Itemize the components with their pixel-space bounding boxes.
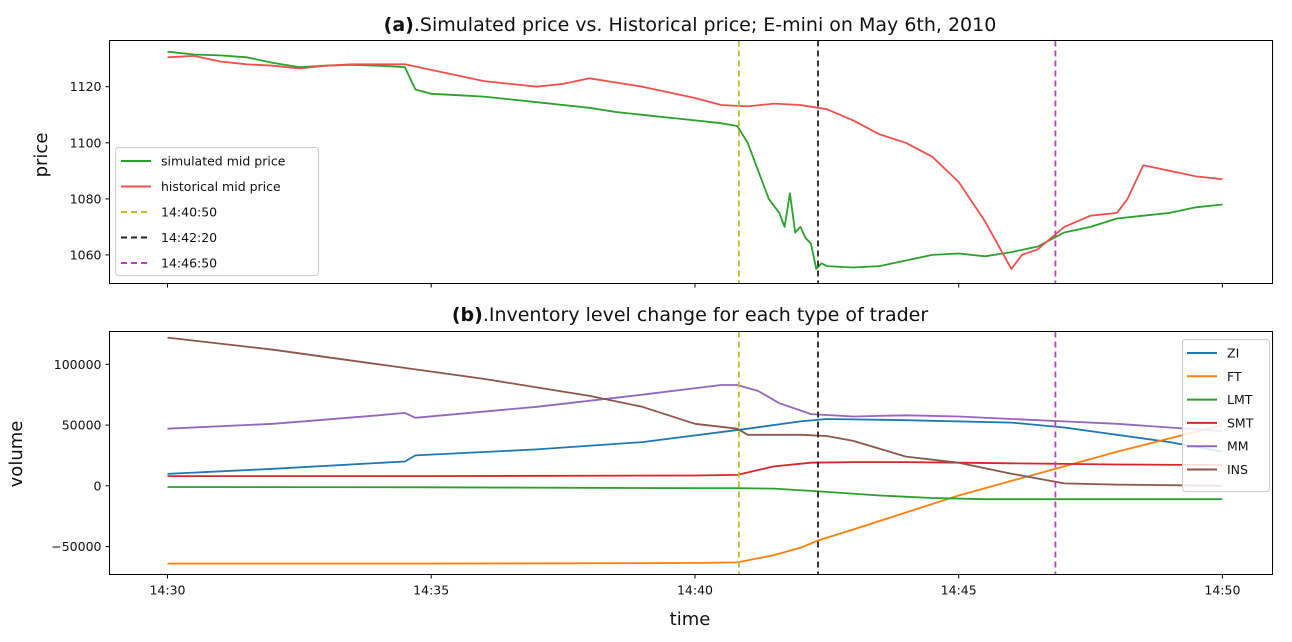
x-tick-label: 14:50 bbox=[1204, 583, 1240, 598]
panel-a-legend-label: 14:42:20 bbox=[161, 230, 217, 245]
panel-a-series-simulated-mid-price bbox=[167, 50, 1223, 270]
panel-b-legend-label: LMT bbox=[1227, 392, 1253, 407]
panel-a-legend-label: 14:40:50 bbox=[161, 205, 217, 220]
panel-a-ytick-label: 1060 bbox=[70, 247, 102, 262]
panel-b-title-prefix: (b) bbox=[452, 304, 483, 326]
panel-a-legend: simulated mid price historical mid price 1… bbox=[115, 147, 319, 276]
panel-a-title: (a).Simulated price vs. Historical price… bbox=[384, 14, 997, 36]
panel-a-legend-label: simulated mid price bbox=[161, 154, 286, 169]
panel-a-ytick-label: 1080 bbox=[70, 191, 102, 206]
x-tick-label: 14:30 bbox=[149, 583, 185, 598]
panel-b-title: (b).Inventory level change for each type… bbox=[452, 304, 928, 326]
panel-b-ytick-label: 100000 bbox=[54, 357, 102, 372]
panel-a-title-rest: .Simulated price vs. Historical price; E… bbox=[414, 14, 996, 36]
panel-b-series-ins bbox=[167, 336, 1223, 487]
panel-b-legend-label: INS bbox=[1227, 462, 1248, 477]
panel-b-series-ft bbox=[167, 424, 1223, 565]
panel-a-legend-label: historical mid price bbox=[161, 179, 281, 194]
panel-a-series-historical-mid-price bbox=[167, 55, 1223, 270]
panel-b-legend: ZI FT LMT SMT MM INS bbox=[1182, 339, 1270, 492]
panel-b-legend-label: MM bbox=[1227, 439, 1249, 454]
panel-b-ytick-label: −50000 bbox=[51, 539, 101, 554]
panel-a: (a).Simulated price vs. Historical price… bbox=[31, 14, 1273, 288]
x-tick-label: 14:35 bbox=[413, 583, 449, 598]
panel-a-plot-frame bbox=[109, 40, 1273, 284]
panel-b-legend-label: FT bbox=[1227, 369, 1242, 384]
panel-b-ytick-label: 0 bbox=[94, 478, 102, 493]
panel-b-series-lmt bbox=[167, 486, 1223, 501]
panel-b-series-mm bbox=[167, 384, 1223, 432]
panel-b-plot-frame bbox=[109, 331, 1273, 575]
x-axis-label: time bbox=[670, 609, 711, 630]
panel-b-series-smt bbox=[167, 461, 1223, 477]
panel-a-legend-box bbox=[115, 147, 319, 276]
panel-b-legend-label: ZI bbox=[1227, 346, 1239, 361]
panel-b-legend-label: SMT bbox=[1227, 415, 1254, 430]
panel-b-title-rest: .Inventory level change for each type of… bbox=[483, 304, 929, 326]
panel-a-legend-label: 14:46:50 bbox=[161, 256, 217, 271]
panel-a-ylabel: price bbox=[31, 133, 52, 178]
panel-a-title-prefix: (a) bbox=[384, 14, 414, 36]
panel-a-ytick-label: 1120 bbox=[70, 79, 102, 94]
panel-b-legend-box bbox=[1182, 339, 1270, 492]
panel-b-ylabel: volume bbox=[6, 421, 27, 488]
x-tick-label: 14:40 bbox=[677, 583, 713, 598]
panel-b: (b).Inventory level change for each type… bbox=[6, 304, 1273, 598]
x-tick-label: 14:45 bbox=[941, 583, 977, 598]
panel-b-ytick-label: 50000 bbox=[62, 418, 102, 433]
panel-a-ytick-label: 1100 bbox=[70, 135, 102, 150]
